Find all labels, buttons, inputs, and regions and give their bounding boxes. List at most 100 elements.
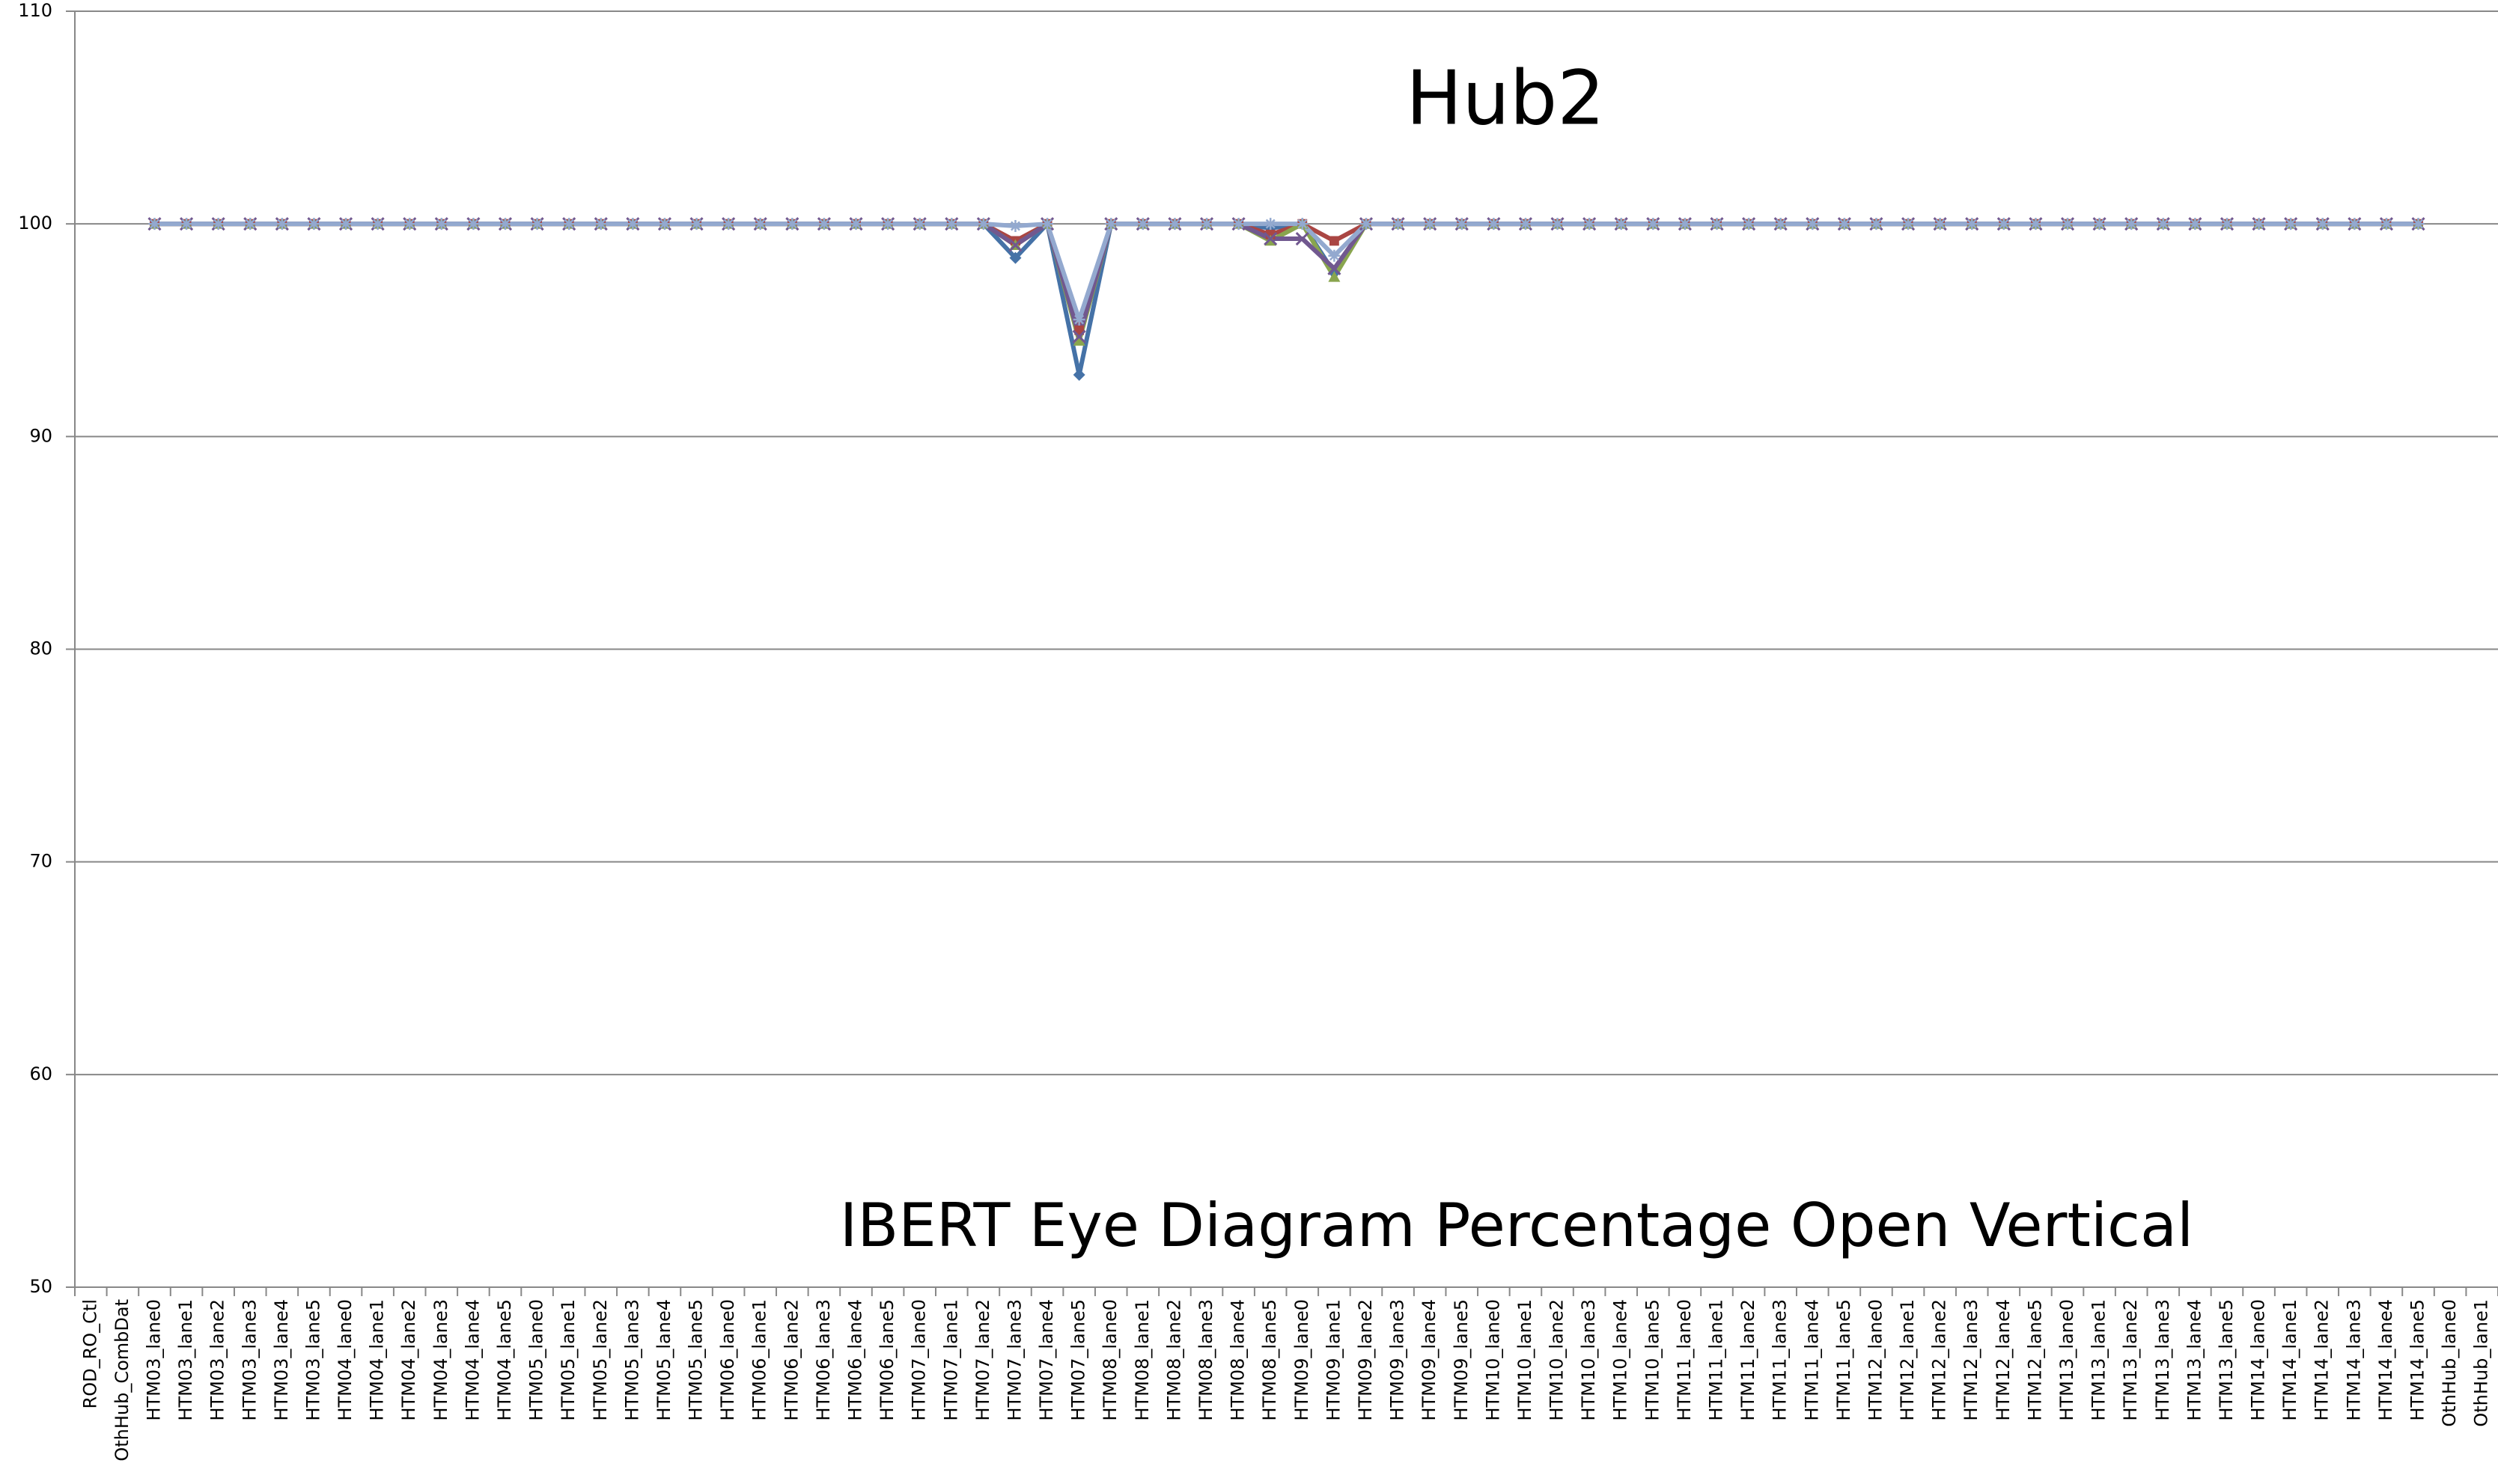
marker [531,218,543,230]
marker [1105,218,1118,230]
x-tick-label: HTM09_lane1 [1323,1299,1344,1421]
marker [913,218,926,230]
marker [1934,218,1946,230]
marker [1615,218,1627,230]
x-tick-label: HTM03_lane3 [239,1299,260,1421]
x-tick-label: HTM04_lane0 [335,1299,356,1421]
marker [1041,218,1054,230]
x-tick-label: HTM06_lane0 [717,1299,738,1421]
x-tick-label: HTM13_lane1 [2089,1299,2109,1421]
marker [2093,218,2106,230]
marker [2380,218,2392,230]
marker [1074,325,1085,335]
marker [499,218,511,230]
x-tick-label: HTM08_lane4 [1228,1299,1249,1421]
x-tick-label: HTM04_lane1 [367,1299,388,1421]
marker [467,218,480,230]
x-tick-label: HTM07_lane2 [972,1299,993,1421]
marker [1678,218,1691,230]
marker [2125,218,2138,230]
marker [1295,231,1309,246]
marker [2316,218,2329,230]
marker [1997,218,2010,230]
marker [1743,218,1755,230]
x-tick-label: HTM12_lane1 [1897,1299,1918,1421]
x-tick-label: OthHub_lane0 [2439,1299,2460,1427]
x-tick-label: HTM07_lane0 [909,1299,930,1421]
x-tick-label: HTM05_lane4 [654,1299,674,1421]
x-tick-label: HTM11_lane3 [1770,1299,1791,1421]
x-tick-label: HTM13_lane4 [2184,1299,2205,1421]
x-tick-label: HTM05_lane2 [590,1299,611,1421]
chart-title: Hub2 [1406,54,1605,141]
marker [1647,218,1660,230]
marker [308,218,320,230]
marker [2348,218,2361,230]
marker [275,218,288,230]
marker [754,218,767,230]
x-tick-label: HTM14_lane1 [2279,1299,2300,1421]
x-tick-label: HTM06_lane2 [781,1299,802,1421]
marker [2062,218,2074,230]
marker [1870,218,1883,230]
series-line [154,222,2419,339]
x-tick-label: HTM12_lane4 [1993,1299,2014,1421]
marker [627,218,639,230]
marker [722,218,735,230]
x-tick-label: HTM10_lane4 [1610,1299,1631,1421]
x-tick-label: HTM13_lane2 [2120,1299,2141,1421]
marker [403,218,416,230]
x-tick-label: HTM09_lane0 [1291,1299,1312,1421]
y-tick-label: 110 [18,0,52,21]
y-tick-label: 70 [29,851,52,872]
marker [1455,218,1468,230]
x-tick-label: HTM14_lane4 [2375,1299,2396,1421]
x-tick-label: HTM06_lane1 [749,1299,770,1421]
marker [2285,218,2297,230]
x-tick-label: HTM13_lane3 [2152,1299,2173,1421]
x-tick-label: HTM12_lane2 [1929,1299,1950,1421]
x-tick-label: HTM08_lane3 [1195,1299,1216,1421]
x-tick-label: HTM06_lane5 [877,1299,898,1421]
marker [2252,218,2265,230]
marker [340,218,353,230]
marker [180,218,193,230]
marker [786,218,799,230]
x-tick-label: HTM06_lane3 [813,1299,834,1421]
y-tick-label: 60 [29,1063,52,1084]
marker [2220,218,2233,230]
x-tick-label: HTM10_lane5 [1642,1299,1663,1421]
x-tick-label: HTM09_lane2 [1355,1299,1376,1421]
marker [1902,218,1915,230]
marker [435,218,448,230]
marker [1774,218,1787,230]
marker [945,218,958,230]
x-tick-label: HTM04_lane4 [462,1299,483,1421]
x-tick-label: HTM11_lane1 [1705,1299,1726,1421]
y-tick-label: 90 [29,425,52,446]
x-tick-label: HTM09_lane3 [1387,1299,1408,1421]
x-tick-label: HTM14_lane5 [2407,1299,2428,1421]
x-tick-label: HTM04_lane2 [398,1299,419,1421]
marker [817,218,830,230]
x-tick-label: HTM12_lane3 [1961,1299,1981,1421]
x-tick-label: HTM05_lane3 [621,1299,642,1421]
x-tick-label: HTM06_lane4 [845,1299,866,1421]
marker [1329,236,1339,246]
x-tick-label: HTM14_lane3 [2343,1299,2364,1421]
marker [1009,251,1022,264]
x-tick-label: HTM05_lane5 [686,1299,707,1421]
marker [1424,218,1437,230]
marker [594,218,607,230]
x-tick-label: OthHub_CombDat [112,1299,132,1462]
y-tick-label: 80 [29,638,52,659]
marker [1328,249,1341,262]
marker [1838,218,1850,230]
x-tick-label: HTM03_lane1 [175,1299,196,1421]
marker [1201,218,1213,230]
x-tick-label: HTM07_lane3 [1004,1299,1025,1421]
marker [1073,335,1085,346]
x-tick-label: HTM08_lane5 [1259,1299,1280,1421]
y-tick-label: 50 [29,1276,52,1297]
